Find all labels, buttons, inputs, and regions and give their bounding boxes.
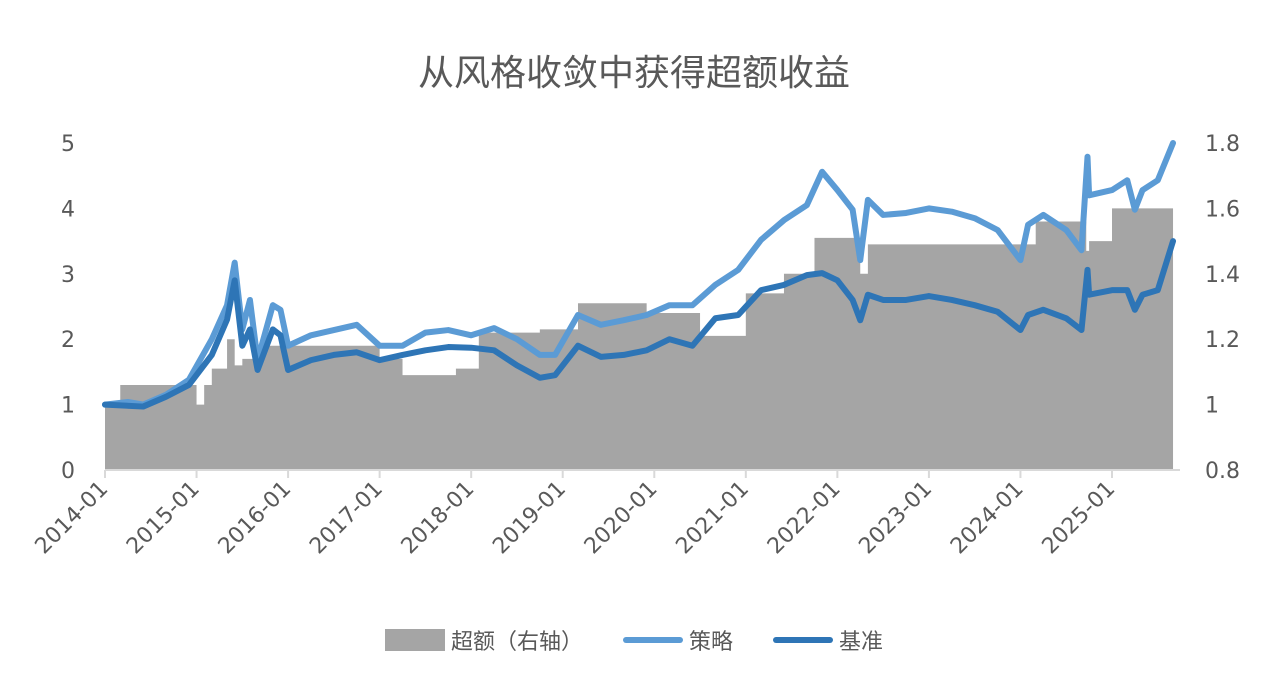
- y-right-tick-label: 1.8: [1205, 132, 1240, 157]
- legend-item-excess: 超额（右轴）: [384, 624, 583, 656]
- legend-swatch-excess: [384, 629, 445, 651]
- x-tick-label: 2016-01: [214, 477, 297, 560]
- legend: 超额（右轴） 策略 基准: [0, 624, 1268, 656]
- legend-label-strategy: 策略: [688, 630, 733, 655]
- x-tick-label: 2020-01: [580, 477, 663, 560]
- x-tick-label: 2014-01: [31, 477, 114, 560]
- x-tick-label: 2025-01: [1038, 477, 1121, 560]
- legend-label-benchmark: 基准: [839, 630, 884, 655]
- legend-item-strategy: 策略: [622, 624, 733, 656]
- legend-swatch-benchmark: [773, 637, 833, 643]
- y-right-tick-label: 1.2: [1205, 328, 1240, 353]
- line-series-benchmark: [102, 238, 1177, 410]
- x-tick-label: 2019-01: [488, 477, 571, 560]
- y-right-tick-label: 1.6: [1205, 197, 1240, 222]
- x-tick-label: 2021-01: [671, 477, 754, 560]
- x-tick-label: 2024-01: [946, 477, 1029, 560]
- x-tick-label: 2017-01: [305, 477, 388, 560]
- x-tick-label: 2018-01: [397, 477, 480, 560]
- legend-swatch-strategy: [622, 637, 683, 643]
- y-left-tick-label: 1: [61, 394, 75, 419]
- y-left-tick-label: 5: [61, 132, 75, 157]
- chart-title: 从风格收敛中获得超额收益: [417, 53, 850, 94]
- y-left-tick-label: 2: [61, 328, 75, 353]
- y-left-tick-label: 3: [61, 263, 75, 288]
- y-left-tick-label: 4: [61, 197, 75, 222]
- x-tick-label: 2023-01: [854, 477, 937, 560]
- x-tick-label: 2022-01: [763, 477, 846, 560]
- area-series-excess: [105, 208, 1174, 470]
- y-right-tick-label: 0.8: [1205, 459, 1240, 484]
- y-right-tick-label: 1.4: [1205, 263, 1240, 288]
- x-tick-label: 2015-01: [122, 477, 205, 560]
- y-right-tick-label: 1: [1205, 394, 1219, 419]
- legend-label-excess: 超额（右轴）: [450, 630, 583, 655]
- y-left-tick-label: 0: [61, 459, 75, 484]
- legend-item-benchmark: 基准: [773, 624, 883, 656]
